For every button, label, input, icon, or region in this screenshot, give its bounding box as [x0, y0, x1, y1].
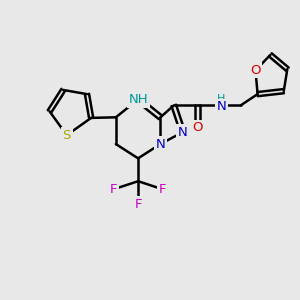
- Text: N: N: [155, 138, 165, 151]
- Text: F: F: [159, 183, 166, 196]
- Text: N: N: [217, 100, 226, 113]
- Text: NH: NH: [128, 93, 148, 106]
- Text: F: F: [110, 183, 118, 196]
- Text: O: O: [250, 64, 261, 77]
- Text: F: F: [134, 198, 142, 211]
- Text: S: S: [63, 129, 71, 142]
- Text: O: O: [192, 121, 203, 134]
- Text: N: N: [178, 126, 188, 139]
- Text: H: H: [217, 94, 226, 104]
